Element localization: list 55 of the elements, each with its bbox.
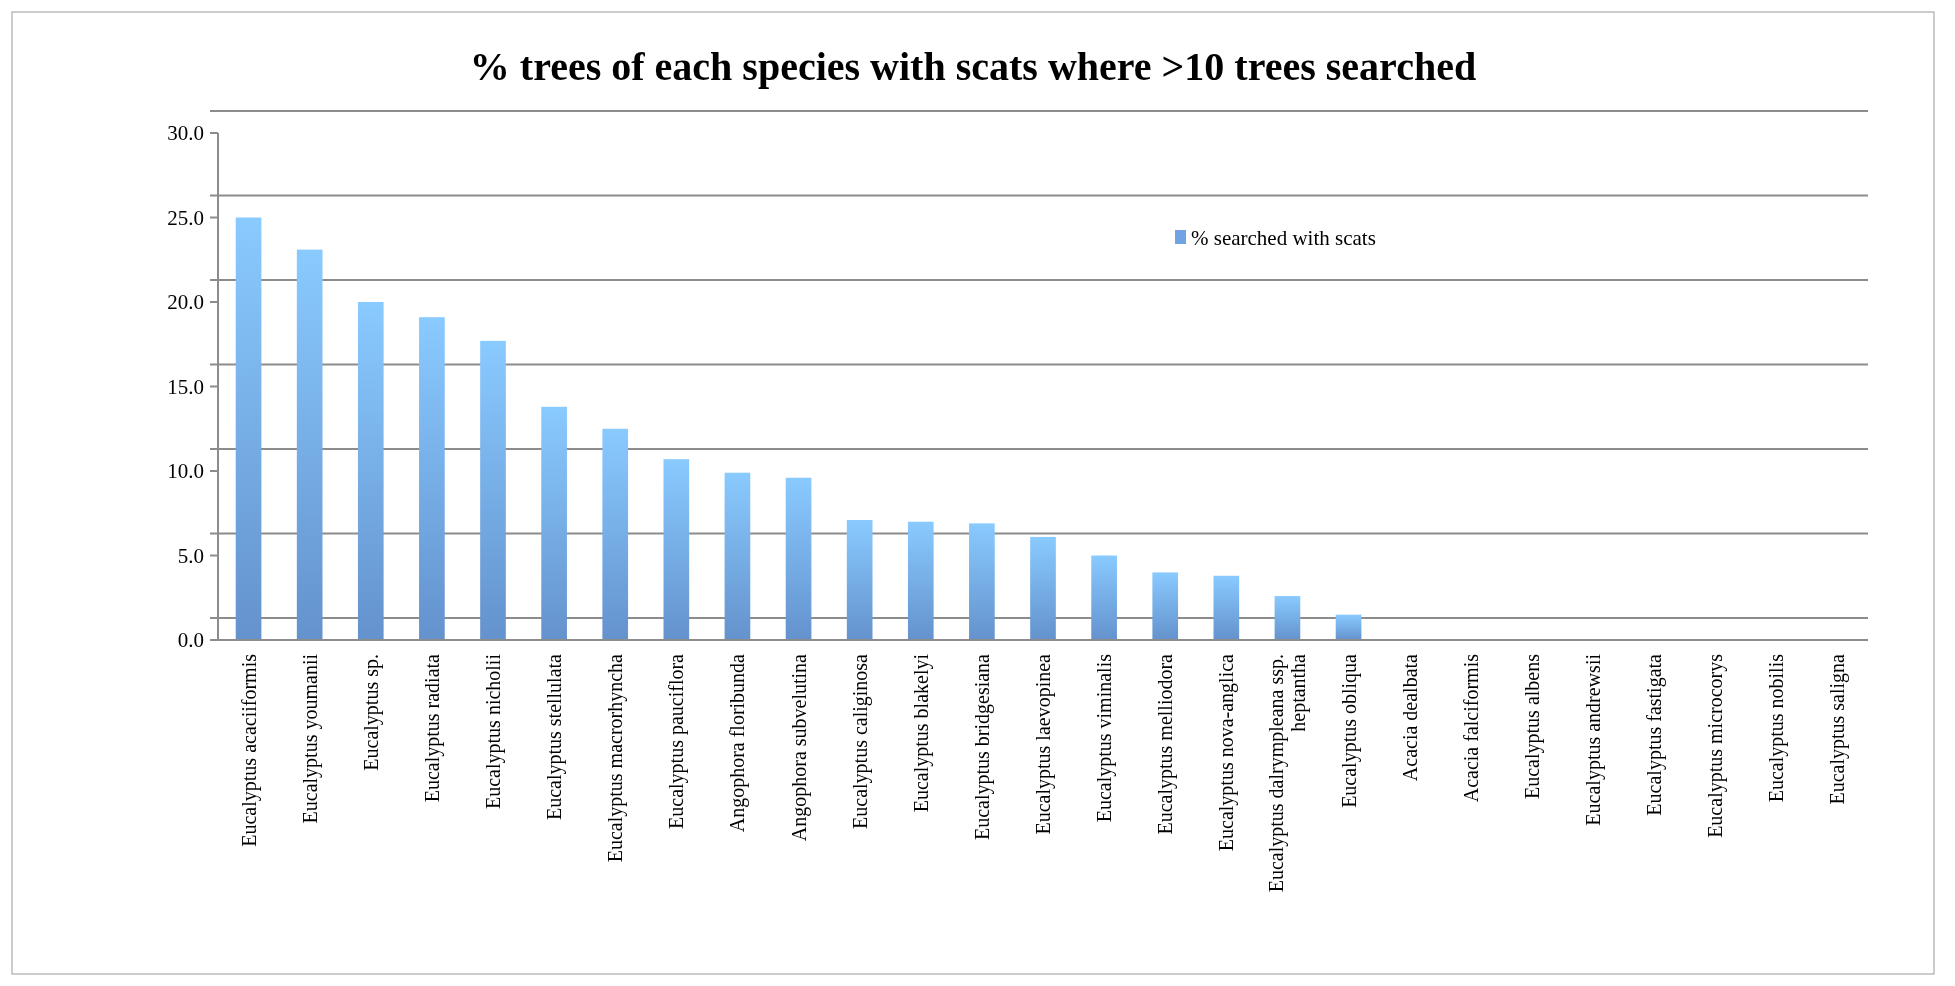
y-tick-label: 30.0 <box>167 121 204 146</box>
bar <box>1335 614 1362 640</box>
bar <box>602 428 629 640</box>
x-tick-label: Eucalyptus macrorhyncha <box>604 653 628 863</box>
bar <box>846 520 873 640</box>
legend-label: % searched with scats <box>1191 226 1376 251</box>
x-tick-label: Eucalyptus viminalis <box>1093 653 1117 823</box>
x-tick-label: Eucalyptus acaciiformis <box>237 653 261 847</box>
bar <box>480 340 506 640</box>
chart-title: % trees of each species with scats where >10 trees searched <box>469 44 1477 89</box>
y-tick-label: 10.0 <box>167 459 204 484</box>
y-tick-label: 5.0 <box>177 543 204 568</box>
bar <box>357 302 384 640</box>
bar <box>1152 572 1179 640</box>
bar <box>724 472 751 640</box>
x-tick-label: Eucalyptus bridgesiana <box>970 653 994 841</box>
x-tick-label: Acacia falciformis <box>1459 653 1482 803</box>
bar <box>541 406 567 640</box>
x-tick-label: Angophora floribunda <box>726 653 750 833</box>
x-tick-label: Eucalyptus albens <box>1520 653 1544 799</box>
bar <box>296 249 323 640</box>
x-tick-label: Eucalyptus microcorys <box>1704 653 1728 838</box>
x-tick-label: Eucalyptus nobilis <box>1765 653 1789 803</box>
bar <box>1274 596 1301 640</box>
x-tick-label: Angophora subvelutina <box>787 653 811 842</box>
bar <box>907 521 934 640</box>
bar <box>1213 575 1240 640</box>
x-tick-label: Eucalyptus sp. <box>359 654 383 771</box>
bar <box>663 459 690 640</box>
y-tick-label: 20.0 <box>167 290 204 315</box>
y-tick-label: 15.0 <box>167 374 204 399</box>
x-tick-label: Eucalyptus saligna <box>1826 653 1850 805</box>
bar <box>235 217 262 640</box>
x-tick-label: Eucalyptus andrewsii <box>1582 653 1605 826</box>
x-tick-label: Eucalyptus fastigata <box>1643 653 1667 816</box>
bar <box>785 477 812 640</box>
y-tick-label: 25.0 <box>167 205 204 230</box>
x-tick-label: Eucalyptus dalrympleana ssp. heptantha <box>1265 653 1311 893</box>
x-tick-label: Eucalyptus pauciflora <box>665 653 689 829</box>
bar <box>1030 536 1056 640</box>
x-tick-label: Acacia dealbata <box>1398 653 1421 782</box>
y-tick-label: 0.0 <box>177 628 204 653</box>
x-tick-label: Eucalyptus stellulata <box>543 653 567 821</box>
x-tick-label: Eucalyptus youmanii <box>298 653 322 824</box>
x-tick-label: Eucalyptus nova-anglica <box>1215 653 1239 852</box>
x-tick-label: Eucalyptus blakelyi <box>909 653 933 813</box>
x-tick-label: Eucalyptus obliqua <box>1337 653 1361 808</box>
x-tick-label: Eucalyptus radiata <box>420 653 444 803</box>
x-tick-label: Eucalyptus nicholii <box>482 653 505 809</box>
bar <box>969 523 995 640</box>
x-tick-label: Eucalyptus melliodora <box>1154 653 1178 835</box>
x-tick-label: Eucalyptus caliginosa <box>848 653 872 829</box>
bar <box>1091 555 1117 640</box>
bar <box>419 317 445 640</box>
x-tick-label: Eucalyptus laevopinea <box>1032 653 1055 835</box>
